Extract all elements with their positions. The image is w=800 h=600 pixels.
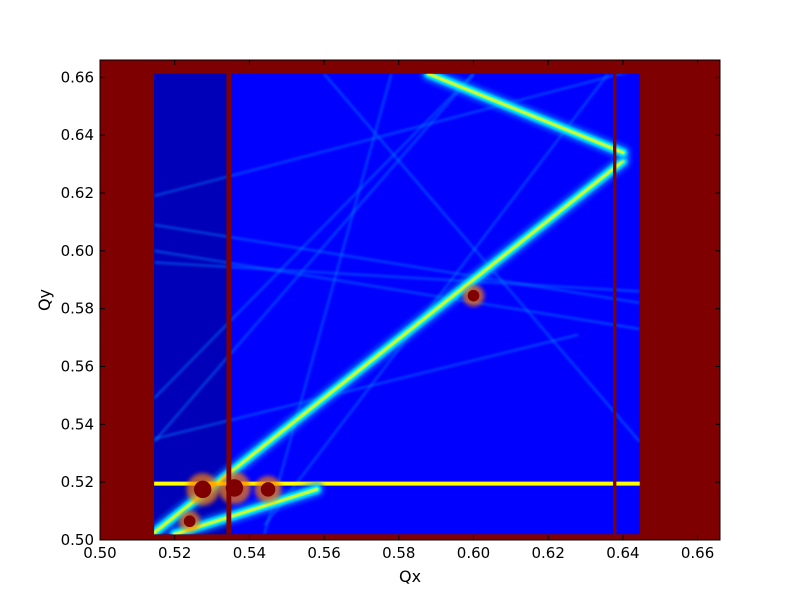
plot-area — [100, 60, 720, 540]
x-tick-label-3: 0.56 — [307, 544, 340, 562]
x-tick-label-1: 0.52 — [158, 544, 191, 562]
faint-resonance-line-0 — [154, 73, 623, 197]
x-tick-label-7: 0.64 — [606, 544, 639, 562]
faint-resonance-line-9 — [154, 333, 579, 440]
x-tick-label-5: 0.60 — [457, 544, 490, 562]
faint-resonance-line-2 — [154, 250, 640, 330]
x-tick-label-2: 0.54 — [233, 544, 266, 562]
y-tick-label-1: 0.52 — [61, 473, 94, 491]
x-tick-label-8: 0.66 — [681, 544, 714, 562]
y-tick-label-3: 0.56 — [61, 358, 94, 376]
faint-resonance-line-7 — [154, 73, 475, 443]
upper-right-band-peak — [427, 73, 624, 154]
faint-resonance-line-5 — [154, 73, 475, 399]
faint-resonance-line-3 — [154, 261, 640, 293]
plot-frame — [99, 59, 721, 541]
faint-resonance-line-1 — [154, 224, 640, 304]
x-tick-label-0: 0.50 — [83, 544, 116, 562]
y-tick-label-8: 0.66 — [61, 68, 94, 86]
y-tick-label-7: 0.64 — [61, 126, 94, 144]
y-tick-label-6: 0.62 — [61, 184, 94, 202]
x-tick-label-4: 0.58 — [382, 544, 415, 562]
y-tick-label-0: 0.50 — [61, 531, 94, 549]
x-axis-ticks: 0.50 0.52 0.54 0.56 0.58 0.60 0.62 0.64 0.66 — [83, 60, 714, 562]
y-tick-label-5: 0.60 — [61, 242, 94, 260]
hot-spot-4 — [467, 289, 480, 302]
dark-red-column-0 — [226, 73, 232, 535]
x-axis-title: Qx — [399, 567, 421, 586]
dark-red-column-1 — [612, 73, 617, 535]
y-tick-label-4: 0.58 — [61, 300, 94, 318]
faint-resonance-line-12 — [263, 73, 393, 535]
faint-resonance-line-4 — [323, 73, 640, 443]
y-axis-ticks: 0.50 0.52 0.54 0.56 0.58 0.60 0.62 0.64 0.66 — [61, 68, 720, 549]
x-tick-label-6: 0.62 — [531, 544, 564, 562]
scan-region-left-darker — [154, 73, 229, 535]
hot-spot-0 — [193, 480, 212, 499]
y-axis-title: Qy — [35, 289, 54, 311]
hot-spot-3 — [183, 515, 196, 528]
scan-features — [154, 73, 640, 535]
y-tick-label-2: 0.54 — [61, 415, 94, 433]
